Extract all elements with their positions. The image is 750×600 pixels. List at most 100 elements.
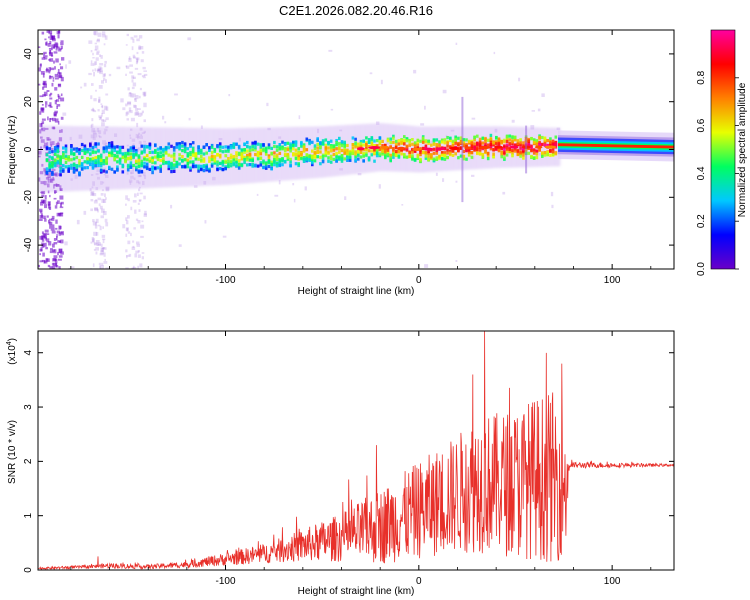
spectrogram-noise-cell <box>94 31 98 36</box>
spectrogram-ridge-cell <box>397 150 401 154</box>
spectrogram-ridge-cell <box>64 157 68 161</box>
spectrogram-ridge-cell <box>551 150 555 154</box>
spectrogram-noise-cell <box>91 118 94 122</box>
spectrogram-halo-cell <box>140 127 144 189</box>
y-tick-label: -40 <box>23 237 34 252</box>
spectrogram-ridge-cell <box>59 158 62 162</box>
spectrogram-ridge-cell <box>237 152 241 157</box>
spectrogram-noise-cell <box>94 243 97 246</box>
spectrogram-noise-cell <box>49 50 52 53</box>
spectrogram-ridge-cell <box>384 143 387 147</box>
spectrogram-noise-cell <box>93 98 97 102</box>
spectrogram-ridge-cell <box>357 150 360 154</box>
spectrogram-ridge-cell <box>416 141 420 145</box>
spectrogram-ridge-cell <box>197 166 200 170</box>
spectrogram-ridge-cell <box>438 143 441 147</box>
spectrogram-noise-cell <box>142 66 146 70</box>
spectrogram-ridge-cell <box>151 167 154 172</box>
spectrogram-ridge-cell <box>143 147 146 152</box>
spectrogram-ridge-cell <box>202 169 206 173</box>
spectrogram-ridge-cell <box>186 161 190 165</box>
spectrogram-ridge-cell <box>340 148 344 153</box>
spectrogram-ridge-cell <box>357 142 360 146</box>
spectrogram-noise-cell <box>49 58 54 62</box>
spectrogram-noise-cell <box>97 197 102 201</box>
spectrogram-noise-cell <box>60 97 65 102</box>
spectrogram-noise-cell <box>94 49 97 51</box>
spectrogram-noise-cell <box>424 264 429 268</box>
spectrogram-ridge-cell <box>329 139 333 143</box>
spectrogram-ridge-cell <box>297 157 300 161</box>
spectrogram-ridge-cell <box>392 136 395 140</box>
spectrogram-ridge-cell <box>508 138 512 142</box>
spectrogram-noise-cell <box>98 99 101 103</box>
spectrogram-noise-cell <box>139 192 143 195</box>
spectrogram-noise-cell <box>38 83 41 86</box>
spectrogram-ridge-cell <box>270 167 273 171</box>
spectrogram-noise-cell <box>138 199 142 202</box>
spectrogram-noise-cell <box>42 252 45 257</box>
spectrogram-ridge-cell <box>89 163 92 167</box>
spectrogram-noise-cell <box>551 204 554 209</box>
spectrogram-halo-cell <box>202 128 206 186</box>
spectrogram-noise-cell <box>50 67 55 71</box>
spectrogram-noise-cell <box>127 101 132 106</box>
spectrogram-noise-cell <box>101 248 104 253</box>
spectrogram-noise-cell <box>93 242 98 245</box>
spectrogram-ridge-cell <box>481 136 485 140</box>
spectrogram-noise-cell <box>92 219 95 223</box>
spectrogram-ridge-cell <box>45 147 49 151</box>
spectrogram-ridge-cell <box>229 144 233 148</box>
spectrogram-ridge-cell <box>505 153 509 157</box>
spectrogram-ridge-cell <box>267 156 271 160</box>
spectrogram-noise-cell <box>98 115 102 118</box>
spectrogram-noise-cell <box>57 84 61 86</box>
spectrogram-noise-cell <box>518 77 521 82</box>
spectrogram-noise-cell <box>39 208 43 212</box>
spectrogram-ridge-cell <box>243 148 246 152</box>
chart-title: C2E1.2026.082.20.46.R16 <box>279 3 433 18</box>
spectrogram-ridge-cell <box>289 149 292 153</box>
spectrogram-ridge-cell <box>362 143 365 147</box>
spectrogram-ridge-cell <box>151 156 154 160</box>
spectrogram-ridge-cell <box>183 150 187 154</box>
spectrogram-noise-cell <box>56 31 60 35</box>
spectrogram-ridge-cell <box>413 158 417 162</box>
spectrogram-noise-cell <box>57 69 60 74</box>
spectrogram-ridge-cell <box>432 138 436 142</box>
spectrogram-noise-cell <box>142 91 145 96</box>
spectrogram-noise-cell <box>99 253 104 256</box>
spectrogram-ridge-cell <box>129 152 133 156</box>
spectrogram-noise-cell <box>104 258 106 261</box>
spectrogram-noise-cell <box>101 80 104 84</box>
spectrogram-ridge-cell <box>294 156 298 161</box>
spectrogram-noise-cell <box>135 95 139 100</box>
spectrogram-noise-cell <box>53 112 58 115</box>
spectrogram-ridge-cell <box>86 148 89 152</box>
spectrogram-noise-cell <box>48 94 52 97</box>
spectrogram-noise-cell <box>90 241 93 244</box>
spectrogram-ridge-cell <box>97 158 100 162</box>
spectrogram-ridge-cell <box>519 143 522 147</box>
spectrogram-ridge-cell <box>313 146 317 150</box>
spectrogram-noise-cell <box>132 76 136 79</box>
spectrogram-noise-cell <box>44 57 48 60</box>
spectrogram-ridge-cell <box>154 155 157 159</box>
spectrogram-noise-cell <box>47 264 51 268</box>
spectrogram-ridge-cell <box>224 167 227 171</box>
spectrogram-ridge-cell <box>530 155 533 159</box>
spectrogram-noise-cell <box>134 105 137 109</box>
spectrogram-noise-cell <box>138 188 141 192</box>
spectrogram-ridge-cell <box>53 164 57 168</box>
spectrogram-noise-cell <box>92 57 95 59</box>
spectrogram-ridge-cell <box>357 153 360 157</box>
spectrogram-ridge-cell <box>316 155 319 159</box>
spectrogram-ridge-cell <box>313 150 317 154</box>
spectrogram-ridge-cell <box>329 156 333 161</box>
spectrogram-noise-cell <box>60 116 64 120</box>
spectrogram-ridge-cell <box>89 148 92 152</box>
spectrogram-ridge-cell <box>362 152 365 156</box>
spectrogram-halo-cell <box>281 127 285 181</box>
spectrogram-noise-cell <box>40 191 44 194</box>
